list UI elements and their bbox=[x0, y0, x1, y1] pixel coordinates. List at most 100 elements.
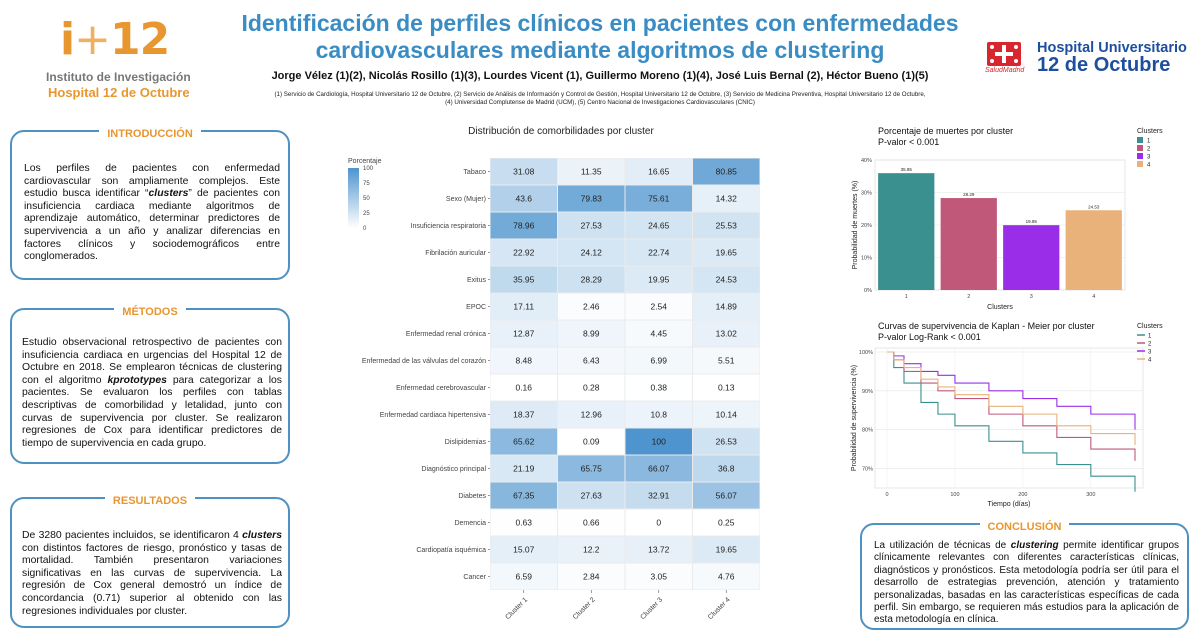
heatmap-cell-label: 35.95 bbox=[513, 275, 535, 285]
heatmap-cell bbox=[490, 482, 557, 509]
bar-chart-legend-swatch bbox=[1137, 145, 1143, 151]
km-chart-series-line bbox=[887, 351, 1136, 446]
heatmap-col-label: Cluster 2 bbox=[572, 596, 597, 621]
heatmap-cell bbox=[625, 266, 692, 293]
heatmap-cell bbox=[625, 374, 692, 401]
heatmap-cell-label: 8.48 bbox=[515, 356, 532, 366]
heatmap-cell-label: 12.96 bbox=[581, 410, 603, 420]
intro-text: Los perfiles de pacientes con enfermedad… bbox=[24, 163, 280, 263]
madrid-stars-icon bbox=[987, 42, 1021, 66]
heatmap-cell-label: 27.63 bbox=[581, 491, 603, 501]
heatmap-cell bbox=[693, 401, 760, 428]
heatmap-cell bbox=[558, 266, 625, 293]
heatmap-cell-label: 14.32 bbox=[716, 194, 738, 204]
intro-title: INTRODUCCIÓN bbox=[99, 128, 201, 140]
heatmap-cell-label: 28.29 bbox=[581, 275, 603, 285]
heatmap-cell bbox=[625, 536, 692, 563]
heatmap-row-label: Demencia bbox=[454, 520, 486, 527]
heatmap-legend-tick: 100 bbox=[363, 166, 374, 172]
km-chart-svg: Curvas de supervivencia de Kaplan - Meie… bbox=[851, 321, 1163, 508]
heatmap-cell bbox=[490, 509, 557, 536]
bar-chart-y-tick: 30% bbox=[861, 191, 872, 197]
conclusion-section: CONCLUSIÓN La utilización de técnicas de… bbox=[860, 521, 1189, 630]
results-section: RESULTADOS De 3280 pacientes incluidos, … bbox=[10, 495, 290, 628]
km-chart-y-tick: 90% bbox=[862, 389, 873, 395]
heatmap-cell bbox=[558, 185, 625, 212]
affiliations: (1) Servicio de Cardiología, Hospital Un… bbox=[230, 91, 970, 107]
affiliations-line2: (4) Universidad Complutense de Madrid (U… bbox=[445, 99, 755, 106]
bar-chart-legend-label: 2 bbox=[1147, 147, 1151, 153]
heatmap-legend-tick: 75 bbox=[363, 181, 370, 187]
bar-chart-title: Porcentaje de muertes por cluster bbox=[878, 126, 1013, 136]
conclusion-title: CONCLUSIÓN bbox=[979, 521, 1070, 533]
heatmap-cell bbox=[625, 401, 692, 428]
heatmap-cell-label: 65.75 bbox=[581, 464, 603, 474]
bar-chart-x-tick: 3 bbox=[1030, 294, 1033, 300]
bar-chart-bar bbox=[940, 198, 997, 290]
bar-chart-y-tick: 20% bbox=[861, 223, 872, 229]
heatmap-cell bbox=[490, 536, 557, 563]
methods-text: Estudio observacional retrospectivo de p… bbox=[22, 337, 282, 449]
institute-logo-line2: Hospital 12 de Octubre bbox=[48, 85, 190, 100]
heatmap-cell-label: 78.96 bbox=[513, 221, 535, 231]
heatmap-legend-tick: 50 bbox=[363, 196, 370, 202]
heatmap-cell-label: 43.6 bbox=[515, 194, 532, 204]
heatmap-cell bbox=[490, 374, 557, 401]
heatmap-row-label: Diagnóstico principal bbox=[421, 466, 486, 473]
heatmap-col-label: Cluster 1 bbox=[504, 596, 529, 621]
heatmap-cell bbox=[693, 320, 760, 347]
heatmap-cell-label: 32.91 bbox=[648, 491, 670, 501]
heatmap-cell-label: 3.05 bbox=[650, 572, 667, 582]
heatmap-cell bbox=[693, 212, 760, 239]
heatmap-cell bbox=[625, 428, 692, 455]
heatmap-row-label: Diabetes bbox=[458, 493, 486, 500]
heatmap-cell bbox=[490, 563, 557, 590]
km-chart-y-tick: 80% bbox=[862, 428, 873, 434]
heatmap-cell bbox=[625, 185, 692, 212]
heatmap-legend-tick: 0 bbox=[363, 226, 367, 232]
bar-chart-legend-swatch bbox=[1137, 137, 1143, 143]
heatmap-legend-title: Porcentaje bbox=[348, 158, 382, 165]
heatmap-row-label: Exitus bbox=[467, 277, 487, 284]
heatmap-cell bbox=[625, 293, 692, 320]
heatmap-cell-label: 2.54 bbox=[650, 302, 667, 312]
kaplan-meier-chart: Curvas de supervivencia de Kaplan - Meie… bbox=[845, 318, 1190, 519]
km-chart-x-tick: 300 bbox=[1086, 492, 1095, 498]
heatmap-cell-label: 16.65 bbox=[648, 167, 670, 177]
heatmap-cell-label: 25.53 bbox=[716, 221, 738, 231]
heatmap-cell bbox=[558, 455, 625, 482]
heatmap-cell-label: 22.74 bbox=[648, 248, 670, 258]
mortality-bar-chart: Porcentaje de muertes por cluster P-valor… bbox=[845, 120, 1190, 320]
heatmap-row-label: Enfermedad cerebrovascular bbox=[396, 385, 487, 392]
bar-chart-value-label: 19.95 bbox=[1026, 219, 1038, 224]
heatmap-cell-label: 2.84 bbox=[583, 572, 600, 582]
heatmap-cell-label: 4.76 bbox=[718, 572, 735, 582]
heatmap-cell-label: 0.38 bbox=[650, 383, 667, 393]
heatmap-cell-label: 19.65 bbox=[716, 545, 738, 555]
heatmap-svg: Distribución de comorbilidades por clust… bbox=[348, 126, 760, 621]
km-chart-y-tick: 70% bbox=[862, 466, 873, 472]
madrid-logo-text: SaludMadrid bbox=[985, 67, 1025, 74]
heatmap-cell bbox=[693, 536, 760, 563]
heatmap-cell-label: 10.8 bbox=[650, 410, 667, 420]
heatmap-cell-label: 18.37 bbox=[513, 410, 535, 420]
heatmap-legend-tick: 25 bbox=[363, 211, 370, 217]
km-chart-x-tick: 200 bbox=[1018, 492, 1027, 498]
institute-logo: i+12 Instituto de Investigación Hospital… bbox=[40, 14, 200, 104]
heatmap-cell bbox=[625, 509, 692, 536]
km-chart-subtitle: P-valor Log-Rank < 0.001 bbox=[878, 332, 981, 342]
heatmap-cell bbox=[490, 347, 557, 374]
heatmap-cell-label: 4.45 bbox=[650, 329, 667, 339]
heatmap-cell-label: 21.19 bbox=[513, 464, 535, 474]
heatmap-cell-label: 0.09 bbox=[583, 437, 600, 447]
heatmap-row-label: Enfermedad de las válvulas del corazón bbox=[362, 358, 486, 365]
heatmap-cell bbox=[558, 239, 625, 266]
bar-chart-bar bbox=[1003, 225, 1060, 290]
heatmap-cell bbox=[558, 428, 625, 455]
km-chart-legend-title: Clusters bbox=[1137, 323, 1163, 330]
heatmap-cell-label: 0.28 bbox=[583, 383, 600, 393]
bar-chart-bar bbox=[1065, 210, 1122, 290]
affiliations-line1: (1) Servicio de Cardiología, Hospital Un… bbox=[274, 91, 926, 98]
hospital-logo-line1: Hospital Universitario bbox=[1037, 40, 1187, 56]
heatmap-cell bbox=[625, 158, 692, 185]
